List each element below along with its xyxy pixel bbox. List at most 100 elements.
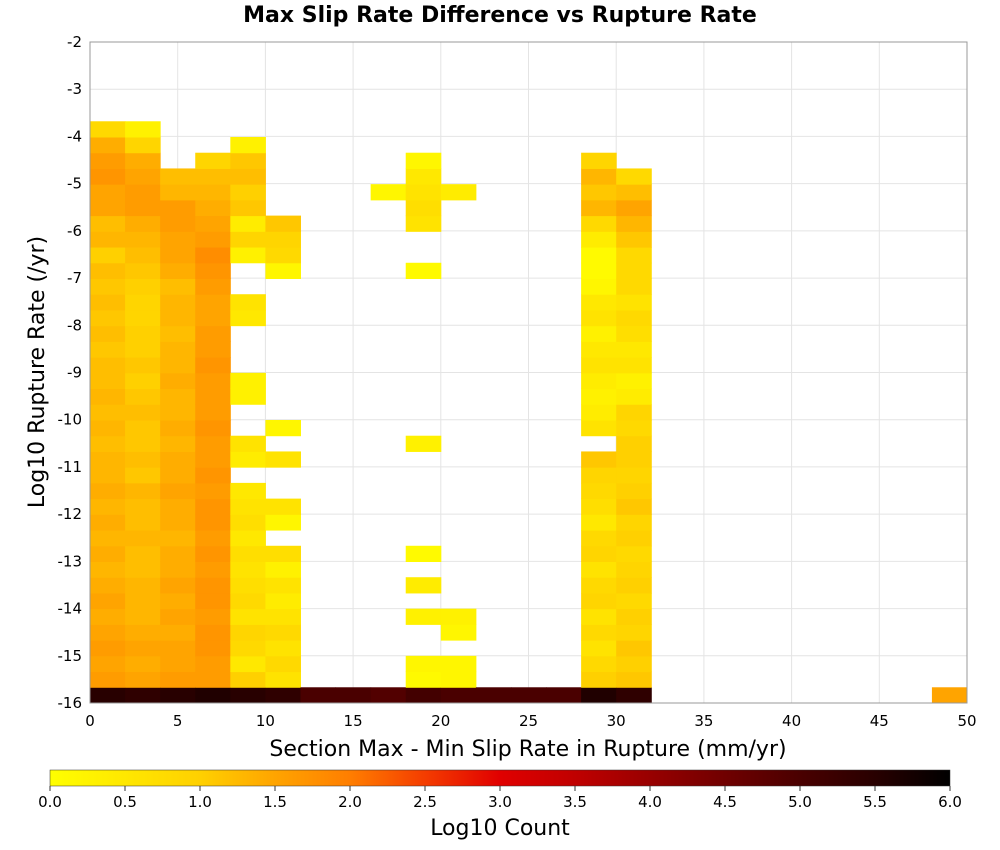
heatmap-cell xyxy=(616,577,652,594)
heatmap-cell xyxy=(90,671,126,688)
heatmap-cell xyxy=(616,530,652,547)
y-axis-label: Log10 Rupture Rate (/yr) xyxy=(25,236,50,508)
x-tick-label: 0 xyxy=(85,712,95,730)
heatmap-cell xyxy=(90,530,126,547)
heatmap-cell xyxy=(370,687,407,704)
y-tick-label: -7 xyxy=(67,269,82,287)
colorbar-tick-label: 2.0 xyxy=(338,793,362,811)
heatmap-cell xyxy=(195,624,231,641)
colorbar-tick-label: 3.5 xyxy=(563,793,587,811)
x-tick-label: 10 xyxy=(256,712,275,730)
heatmap-cell xyxy=(160,309,196,327)
heatmap-cell xyxy=(616,199,652,217)
heatmap-cell xyxy=(265,577,301,594)
x-tick-label: 45 xyxy=(870,712,889,730)
heatmap-cell xyxy=(125,545,161,562)
heatmap-cell xyxy=(90,561,126,578)
heatmap-cell xyxy=(125,231,161,248)
heatmap-cell xyxy=(125,388,161,405)
heatmap-cell xyxy=(616,357,652,374)
heatmap-cell xyxy=(581,671,617,688)
heatmap-cell xyxy=(90,184,126,201)
heatmap-cell xyxy=(90,309,126,327)
heatmap-cell xyxy=(125,168,161,185)
colorbar-tick-label: 4.5 xyxy=(713,793,737,811)
heatmap-cell xyxy=(581,640,617,657)
heatmap-cell xyxy=(265,545,301,562)
heatmap-cell xyxy=(581,294,617,311)
heatmap-cell xyxy=(125,608,161,625)
heatmap-cell xyxy=(90,231,126,248)
heatmap-cell xyxy=(90,514,126,531)
colorbar-tick-label: 0.0 xyxy=(38,793,62,811)
heatmap-cell xyxy=(195,530,231,547)
colorbar-ticks: 0.0 0.5 1.0 1.5 2.0 2.5 3.0 3.5 4.0 4.5 5.0 5.5 6.0 xyxy=(38,786,962,811)
heatmap-cell xyxy=(125,592,161,610)
heatmap-cell xyxy=(405,671,442,688)
heatmap-cell xyxy=(616,435,652,452)
heatmap-cell xyxy=(581,247,617,264)
heatmap-cell xyxy=(90,498,126,515)
heatmap-cell xyxy=(265,262,301,279)
heatmap-cell xyxy=(230,199,266,217)
heatmap-cell xyxy=(160,577,196,594)
x-tick-label: 20 xyxy=(431,712,450,730)
heatmap-cell xyxy=(265,655,301,673)
heatmap-cell xyxy=(125,341,161,358)
heatmap-cell xyxy=(581,608,617,625)
heatmap-cell xyxy=(230,309,266,327)
heatmap-cell xyxy=(581,577,617,594)
heatmap-cell xyxy=(616,514,652,531)
y-tick-label: -4 xyxy=(67,127,82,145)
heatmap-cell xyxy=(125,640,161,657)
heatmap-cell xyxy=(265,608,301,625)
heatmap-cell xyxy=(195,561,231,578)
heatmap-cell xyxy=(125,687,161,704)
y-tick-label: -6 xyxy=(67,222,82,240)
heatmap-cell xyxy=(581,309,617,327)
colorbar-tick-label: 5.0 xyxy=(788,793,812,811)
heatmap-cell xyxy=(160,184,196,201)
heatmap-cell xyxy=(90,451,126,468)
heatmap-cell xyxy=(475,687,512,704)
heatmap-cell xyxy=(195,419,231,437)
heatmap-cell xyxy=(581,215,617,232)
heatmap-cell xyxy=(125,199,161,217)
heatmap-cell xyxy=(300,687,337,704)
heatmap-cell xyxy=(581,592,617,610)
colorbar-tick-label: 2.5 xyxy=(413,793,437,811)
heatmap-cell xyxy=(581,231,617,248)
heatmap-cell xyxy=(230,184,266,201)
heatmap-cell xyxy=(581,498,617,515)
heatmap-cell xyxy=(160,592,196,610)
heatmap-cell xyxy=(616,231,652,248)
heatmap-cell xyxy=(195,545,231,562)
heatmap-cell xyxy=(160,388,196,405)
heatmap-cell xyxy=(160,404,196,421)
heatmap-cell xyxy=(90,435,126,452)
heatmap-cell xyxy=(125,247,161,264)
heatmap-cell xyxy=(90,136,126,154)
heatmap-cell xyxy=(616,404,652,421)
heatmap-cell xyxy=(616,168,652,185)
heatmap-cell xyxy=(90,247,126,264)
heatmap-cell xyxy=(160,199,196,217)
heatmap-cell xyxy=(160,262,196,279)
heatmap-cell xyxy=(160,640,196,657)
heatmap-cell xyxy=(160,671,196,688)
heatmap-cell xyxy=(230,561,266,578)
heatmap-cell xyxy=(440,184,477,201)
heatmap-cell xyxy=(195,215,231,232)
colorbar-tick-label: 4.0 xyxy=(638,793,662,811)
heatmap-cell xyxy=(616,482,652,500)
heatmap-cell xyxy=(265,419,301,437)
heatmap-cell xyxy=(195,467,231,484)
heatmap-cell xyxy=(195,325,231,342)
heatmap-cell xyxy=(265,514,301,531)
heatmap-cell xyxy=(160,608,196,625)
heatmap-cell xyxy=(405,152,442,169)
heatmap-cell xyxy=(616,309,652,327)
colorbar-tick-label: 1.5 xyxy=(263,793,287,811)
heatmap-cell xyxy=(125,561,161,578)
